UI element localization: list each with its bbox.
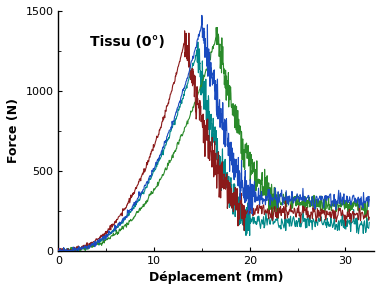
- Text: Tissu (0°): Tissu (0°): [90, 35, 165, 49]
- X-axis label: Déplacement (mm): Déplacement (mm): [149, 271, 283, 284]
- Y-axis label: Force (N): Force (N): [7, 98, 20, 163]
